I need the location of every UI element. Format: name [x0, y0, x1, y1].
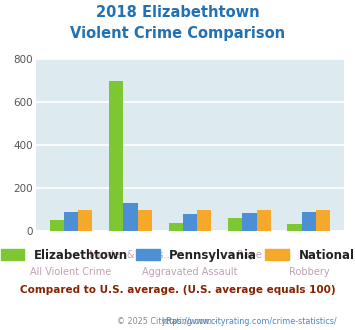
Text: Aggravated Assault: Aggravated Assault [142, 267, 238, 277]
Bar [183, 214, 197, 231]
Bar [316, 210, 330, 231]
Text: Violent Crime Comparison: Violent Crime Comparison [70, 26, 285, 41]
Text: © 2025 CityRating.com -: © 2025 CityRating.com - [117, 317, 220, 326]
Text: Robbery: Robbery [289, 267, 329, 277]
Bar [78, 210, 92, 231]
Bar [228, 218, 242, 231]
Bar [109, 81, 123, 231]
Bar [123, 203, 138, 231]
Bar [257, 210, 271, 231]
Legend: Elizabethtown, Pennsylvania, National: Elizabethtown, Pennsylvania, National [0, 244, 355, 266]
Bar [288, 224, 302, 231]
Text: Murder & Mans...: Murder & Mans... [89, 250, 172, 260]
Bar [242, 213, 257, 231]
Bar [138, 210, 152, 231]
Bar [50, 220, 64, 231]
Text: Compared to U.S. average. (U.S. average equals 100): Compared to U.S. average. (U.S. average … [20, 285, 335, 295]
Bar [169, 223, 183, 231]
Text: 2018 Elizabethtown: 2018 Elizabethtown [96, 5, 259, 20]
Bar [64, 212, 78, 231]
Text: Rape: Rape [237, 250, 262, 260]
Bar [197, 210, 211, 231]
Text: All Violent Crime: All Violent Crime [30, 267, 111, 277]
Text: https://www.cityrating.com/crime-statistics/: https://www.cityrating.com/crime-statist… [162, 317, 337, 326]
Bar [302, 212, 316, 231]
